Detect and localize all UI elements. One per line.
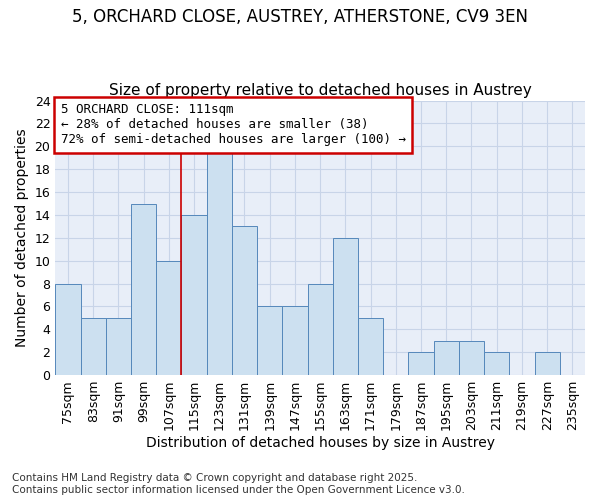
Bar [232,226,257,375]
Bar [459,341,484,375]
Bar [409,352,434,375]
X-axis label: Distribution of detached houses by size in Austrey: Distribution of detached houses by size … [146,436,494,450]
Bar [206,146,232,375]
Bar [55,284,80,375]
Bar [308,284,333,375]
Bar [358,318,383,375]
Text: 5, ORCHARD CLOSE, AUSTREY, ATHERSTONE, CV9 3EN: 5, ORCHARD CLOSE, AUSTREY, ATHERSTONE, C… [72,8,528,26]
Bar [106,318,131,375]
Y-axis label: Number of detached properties: Number of detached properties [15,128,29,347]
Bar [333,238,358,375]
Bar [484,352,509,375]
Bar [156,260,181,375]
Bar [434,341,459,375]
Text: Contains HM Land Registry data © Crown copyright and database right 2025.
Contai: Contains HM Land Registry data © Crown c… [12,474,465,495]
Text: 5 ORCHARD CLOSE: 111sqm
← 28% of detached houses are smaller (38)
72% of semi-de: 5 ORCHARD CLOSE: 111sqm ← 28% of detache… [61,104,406,146]
Bar [80,318,106,375]
Bar [283,306,308,375]
Bar [535,352,560,375]
Bar [131,204,156,375]
Bar [181,215,206,375]
Bar [257,306,283,375]
Title: Size of property relative to detached houses in Austrey: Size of property relative to detached ho… [109,83,532,98]
